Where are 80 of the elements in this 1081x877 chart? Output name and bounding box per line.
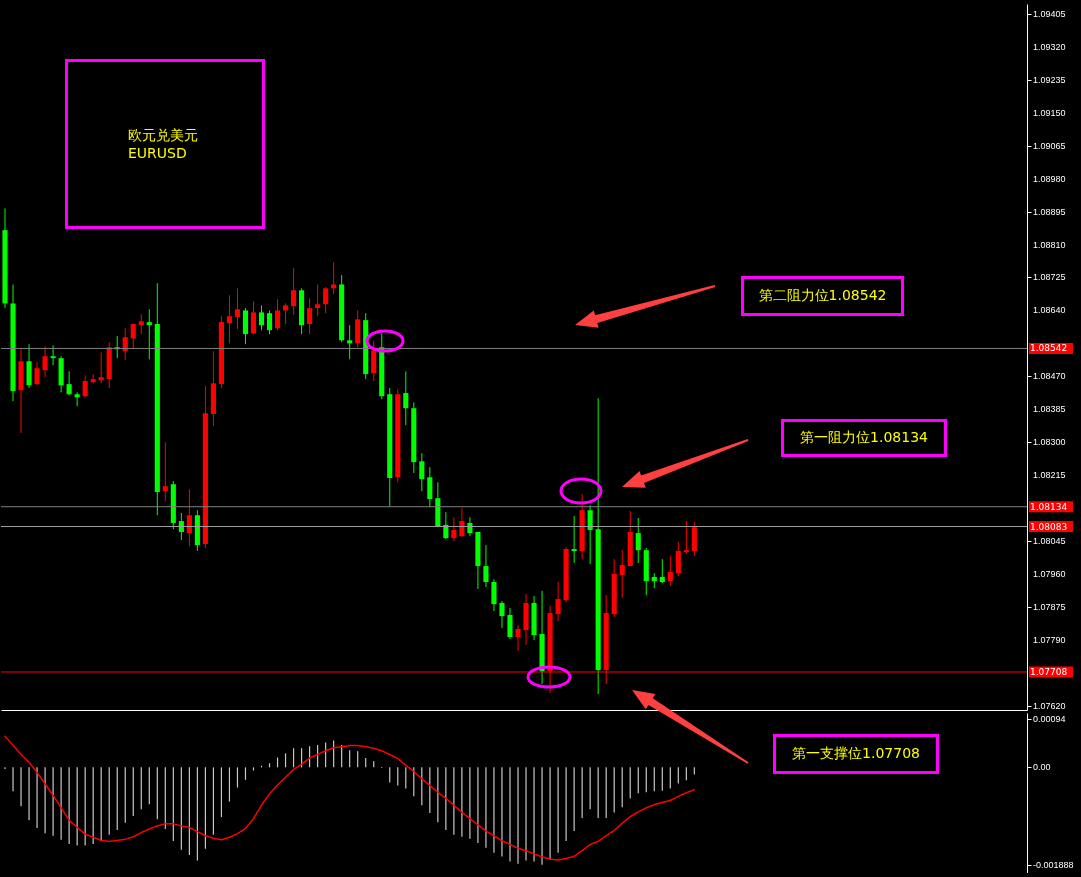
candlestick <box>50 344 56 366</box>
candlestick <box>122 327 128 361</box>
y-tick-label: 1.08215 <box>1033 470 1066 481</box>
candlestick <box>515 624 521 652</box>
candlestick <box>234 287 241 330</box>
y-tick-label: 0.00094 <box>1033 713 1066 724</box>
y-tick-label: 1.08810 <box>1033 239 1066 250</box>
annotation: 第一支撑位1.07708 <box>773 734 939 774</box>
candlestick <box>691 521 697 557</box>
candlestick <box>619 549 625 599</box>
candlestick <box>683 520 689 555</box>
candlestick <box>499 600 505 629</box>
candlestick <box>162 441 168 502</box>
y-tick-label: 1.09405 <box>1033 8 1066 19</box>
candlestick <box>242 307 249 345</box>
y-tick-label: 1.08300 <box>1033 437 1066 448</box>
candlestick <box>315 283 321 317</box>
candlestick <box>186 488 192 547</box>
candlestick <box>291 267 297 316</box>
candlestick <box>323 286 329 314</box>
candlestick <box>282 302 289 325</box>
candlestick <box>74 391 80 407</box>
candlestick <box>331 261 337 295</box>
candlestick <box>274 298 281 331</box>
y-tick-label: 1.07620 <box>1033 701 1066 712</box>
candlestick <box>451 516 457 542</box>
y-tick-label: 1.08385 <box>1033 404 1066 415</box>
y-tick-label: 1.08895 <box>1033 206 1066 217</box>
candlestick <box>491 578 497 612</box>
text: EURUSD <box>128 145 188 161</box>
y-tick-label: -0.001888 <box>1033 860 1074 871</box>
y-tick-label: 1.07875 <box>1033 602 1066 613</box>
y-tick-label: 1.07960 <box>1033 569 1066 580</box>
candlestick <box>507 607 513 640</box>
candlestick <box>483 544 489 588</box>
candlestick <box>226 294 233 344</box>
ref-line-label: 1.08134 <box>1030 501 1068 512</box>
y-tick-label: 1.08045 <box>1033 536 1066 547</box>
candlestick <box>258 304 265 331</box>
line-series <box>4 735 696 861</box>
annotation: 第二阻力位1.08542 <box>741 276 904 316</box>
candlestick <box>403 370 409 426</box>
ref-line-label: 1.07708 <box>1030 666 1068 677</box>
y-tick-label: 1.08640 <box>1033 305 1066 316</box>
candlestick <box>347 324 353 360</box>
candlestick <box>427 466 433 508</box>
y-tick-label: 1.08725 <box>1033 272 1066 283</box>
annotation: 第一阻力位1.08134 <box>781 419 947 457</box>
y-tick-label: 1.08980 <box>1033 173 1066 184</box>
candlestick <box>587 504 593 565</box>
candlestick <box>82 374 88 398</box>
candlestick <box>635 517 641 564</box>
candlestick <box>98 351 104 384</box>
candlestick <box>266 309 273 335</box>
y-tick-label: 0.00 <box>1033 762 1051 773</box>
text: 欧元兑美元 <box>128 127 198 145</box>
y-tick-label: 1.08470 <box>1033 371 1066 382</box>
candlestick <box>250 300 257 335</box>
candlestick <box>419 452 425 492</box>
candlestick <box>307 297 313 335</box>
candlestick <box>571 515 577 564</box>
candlestick <box>138 313 144 335</box>
candlestick <box>42 345 48 378</box>
candlestick <box>66 370 72 396</box>
y-tick-label: 1.09150 <box>1033 107 1066 118</box>
candlestick <box>675 541 681 577</box>
candlestick <box>659 558 665 584</box>
candlestick <box>371 340 377 382</box>
candlestick <box>146 308 152 360</box>
y-tick-label: 1.07790 <box>1033 635 1066 646</box>
y-tick-label: 1.09235 <box>1033 74 1066 85</box>
candlestick <box>130 322 136 349</box>
candlestick <box>555 581 561 622</box>
candlestick <box>34 361 40 386</box>
candlestick <box>459 507 465 538</box>
y-tick-label: 1.09065 <box>1033 140 1066 151</box>
y-tick-label: 1.09320 <box>1033 41 1066 52</box>
candlestick <box>667 555 673 587</box>
ref-line-label: 1.08083 <box>1030 521 1068 532</box>
ref-line-label: 1.08542 <box>1030 343 1068 354</box>
